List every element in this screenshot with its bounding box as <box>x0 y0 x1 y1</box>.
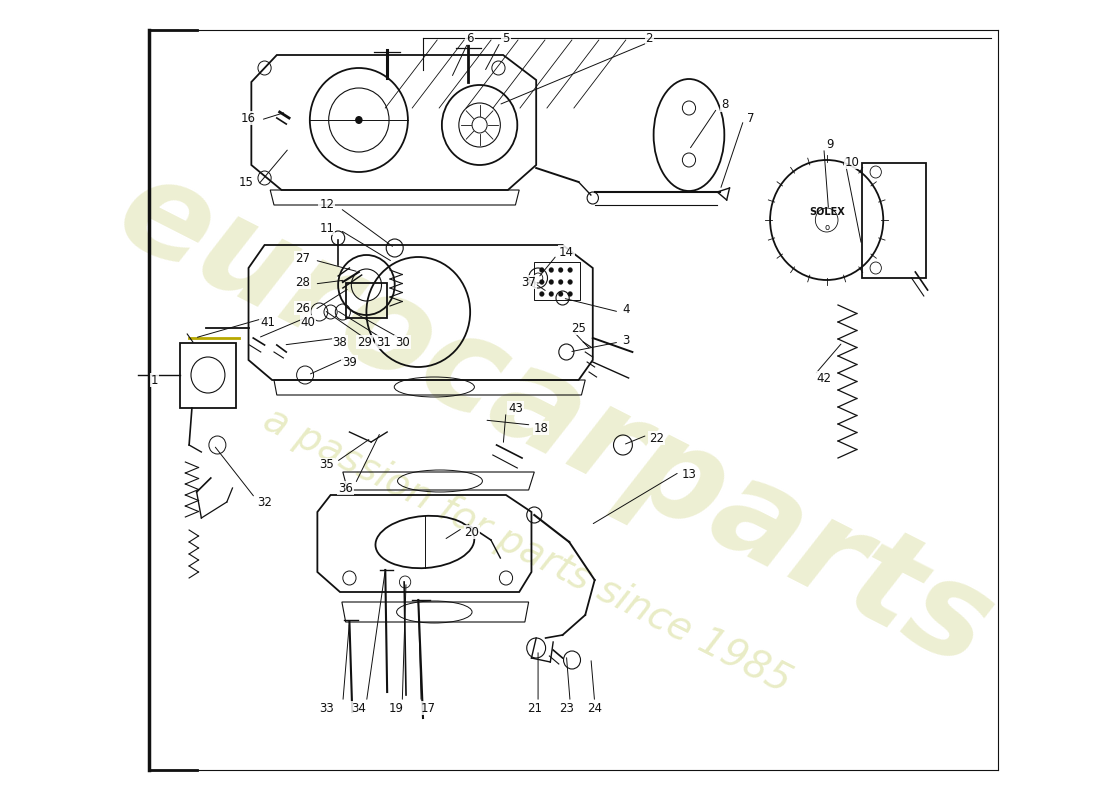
Text: 12: 12 <box>319 198 334 211</box>
Text: 26: 26 <box>295 302 310 314</box>
Text: 11: 11 <box>319 222 334 234</box>
Text: 21: 21 <box>527 702 542 714</box>
Text: 14: 14 <box>559 246 574 258</box>
Circle shape <box>539 279 544 285</box>
Text: o: o <box>824 223 829 233</box>
Text: 16: 16 <box>241 111 256 125</box>
Text: 1: 1 <box>151 374 158 386</box>
Text: 29: 29 <box>358 335 372 349</box>
Text: 19: 19 <box>389 702 404 714</box>
Circle shape <box>568 267 572 273</box>
Circle shape <box>559 291 563 297</box>
Text: 35: 35 <box>319 458 334 471</box>
Bar <box>535 262 580 300</box>
Text: 32: 32 <box>257 495 272 509</box>
Text: 37: 37 <box>521 275 536 289</box>
Text: 7: 7 <box>748 111 755 125</box>
Circle shape <box>549 279 553 285</box>
Text: 15: 15 <box>239 175 253 189</box>
Circle shape <box>568 279 572 285</box>
Text: 8: 8 <box>722 98 728 111</box>
Circle shape <box>355 116 363 124</box>
Text: 17: 17 <box>420 702 436 714</box>
Text: 25: 25 <box>571 322 586 334</box>
Text: 30: 30 <box>395 335 409 349</box>
Text: eurocarparts: eurocarparts <box>98 145 1013 695</box>
Bar <box>345 283 387 318</box>
Text: 9: 9 <box>827 138 834 151</box>
Text: 22: 22 <box>649 431 664 445</box>
Circle shape <box>539 291 544 297</box>
Bar <box>861 163 926 278</box>
Circle shape <box>559 267 563 273</box>
Text: 36: 36 <box>338 482 353 494</box>
Circle shape <box>568 291 572 297</box>
Text: 34: 34 <box>351 702 366 714</box>
Text: 28: 28 <box>295 275 310 289</box>
Text: SOLEX: SOLEX <box>808 207 845 217</box>
Text: 5: 5 <box>503 31 509 45</box>
Text: 3: 3 <box>623 334 629 346</box>
Text: 43: 43 <box>508 402 522 414</box>
Text: 18: 18 <box>534 422 548 434</box>
Text: 13: 13 <box>682 469 696 482</box>
Text: 31: 31 <box>376 335 390 349</box>
Text: 24: 24 <box>587 702 602 714</box>
Text: a passion for parts since 1985: a passion for parts since 1985 <box>256 400 796 700</box>
Text: 10: 10 <box>845 155 859 169</box>
Bar <box>179 343 236 408</box>
Text: 4: 4 <box>621 303 629 317</box>
Circle shape <box>770 160 883 280</box>
Circle shape <box>539 267 544 273</box>
Text: 27: 27 <box>295 251 310 265</box>
Circle shape <box>549 291 553 297</box>
Text: 6: 6 <box>466 31 474 45</box>
Circle shape <box>472 117 487 133</box>
Text: 41: 41 <box>260 315 275 329</box>
Text: 42: 42 <box>816 371 832 385</box>
Text: 2: 2 <box>646 31 653 45</box>
Circle shape <box>559 279 563 285</box>
Circle shape <box>549 267 553 273</box>
Text: 23: 23 <box>559 702 574 714</box>
Text: 38: 38 <box>332 335 348 349</box>
Text: 39: 39 <box>342 355 356 369</box>
Text: 20: 20 <box>464 526 480 538</box>
Text: 33: 33 <box>319 702 334 714</box>
Text: 40: 40 <box>300 315 316 329</box>
